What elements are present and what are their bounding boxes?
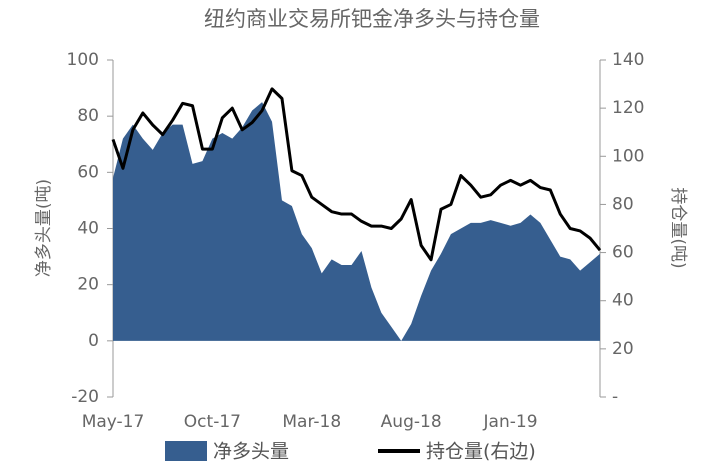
y2-tick-label: 100 [612, 146, 644, 166]
x-tick-label: May-17 [82, 412, 145, 432]
chart-title: 纽约商业交易所钯金净多头与持仓量 [204, 7, 540, 31]
y-tick-label: 20 [77, 275, 99, 295]
line [111, 87, 602, 262]
y2-tick-label: 60 [612, 243, 634, 263]
y2-tick-label: 80 [612, 194, 634, 214]
x-tick-label: Jan-19 [483, 412, 538, 432]
y2-tick-label: 20 [612, 339, 634, 359]
y-tick-label: 100 [67, 50, 99, 70]
y2-tick-label: 40 [612, 291, 634, 311]
y2-tick-label: 120 [612, 98, 644, 118]
x-tick-label: Aug-18 [381, 412, 442, 432]
legend-text: 净多头量 [213, 441, 289, 463]
y-axis-label: 净多头量(吨) [34, 179, 54, 277]
y-tick-label: 40 [77, 219, 99, 239]
legend-text: 持仓量(右边) [426, 441, 536, 463]
y-tick-label: -20 [71, 387, 99, 407]
area [113, 102, 600, 341]
legend-swatch [165, 441, 207, 461]
y-tick-label: 60 [77, 162, 99, 182]
y2-axis-label: 持仓量(吨) [668, 187, 688, 268]
x-tick-label: Mar-18 [282, 412, 341, 432]
y2-tick-label: 140 [612, 50, 644, 70]
y-tick-label: 0 [88, 331, 99, 351]
y2-tick-label: - [612, 387, 618, 407]
x-tick-label: Oct-17 [184, 412, 241, 432]
y-tick-label: 80 [77, 106, 99, 126]
